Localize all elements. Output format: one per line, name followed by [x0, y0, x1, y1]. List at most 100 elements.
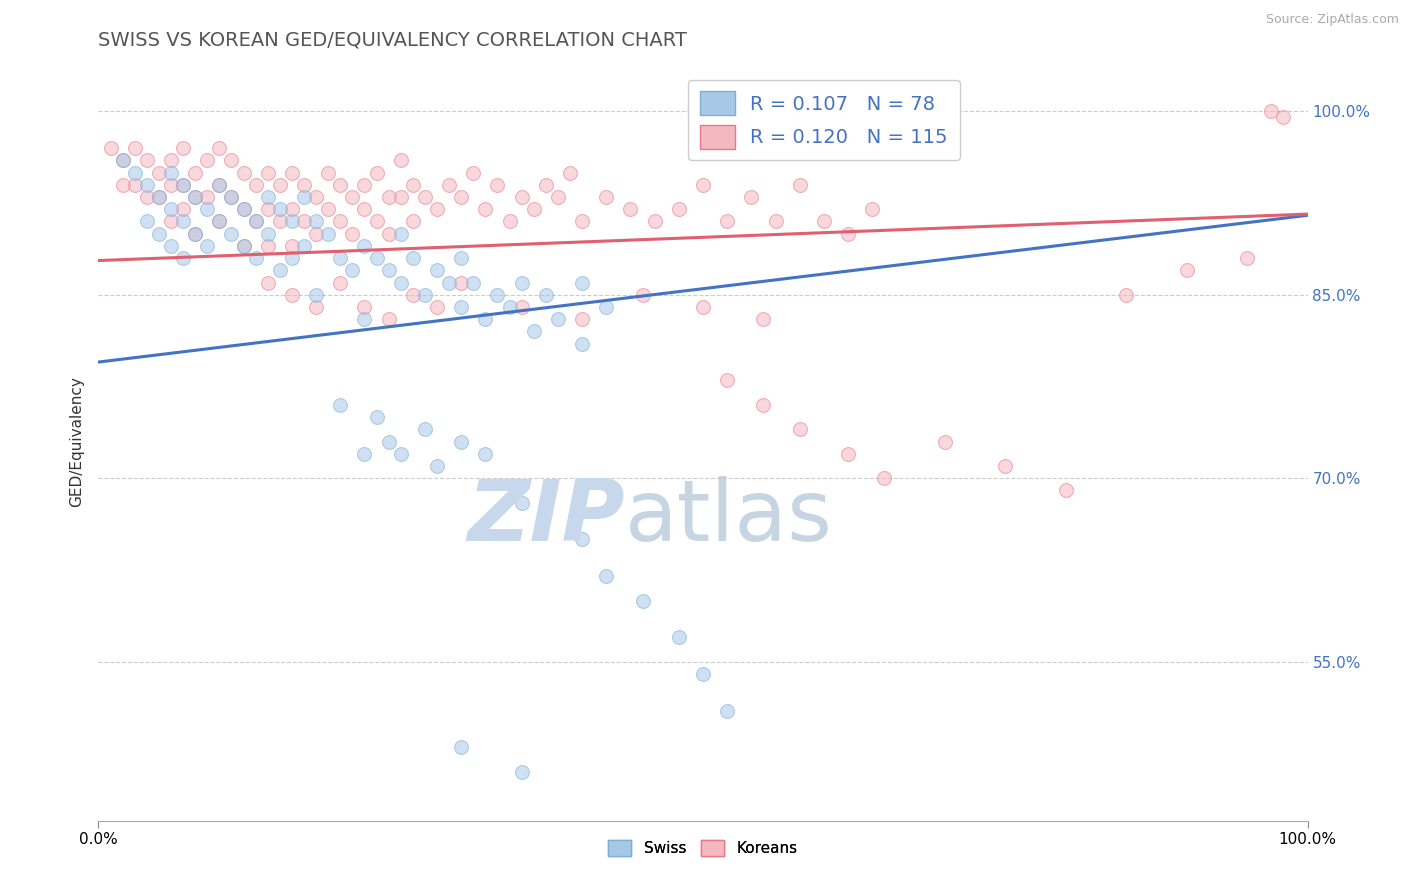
Point [1260, 104, 1282, 119]
Point [752, 398, 775, 412]
Point [510, 300, 533, 314]
Text: Source: ZipAtlas.com: Source: ZipAtlas.com [1265, 13, 1399, 27]
Point [184, 190, 207, 204]
Point [256, 190, 278, 204]
Point [571, 533, 593, 547]
Point [160, 165, 183, 179]
Point [292, 178, 315, 192]
Point [111, 178, 134, 192]
Point [1175, 263, 1198, 277]
Point [305, 287, 328, 301]
Point [160, 178, 183, 192]
Point [389, 190, 412, 204]
Point [510, 496, 533, 510]
Point [245, 251, 267, 265]
Point [292, 190, 315, 204]
Point [463, 165, 485, 179]
Point [353, 202, 375, 217]
Point [450, 300, 472, 314]
Point [221, 227, 243, 241]
Point [873, 471, 896, 485]
Point [221, 153, 243, 168]
Point [269, 178, 291, 192]
Point [692, 300, 714, 314]
Point [148, 227, 170, 241]
Point [160, 153, 183, 168]
Text: atlas: atlas [624, 475, 832, 559]
Point [256, 227, 278, 241]
Point [837, 227, 859, 241]
Point [172, 251, 194, 265]
Point [837, 447, 859, 461]
Point [100, 141, 122, 155]
Point [232, 165, 254, 179]
Point [269, 263, 291, 277]
Point [353, 447, 375, 461]
Point [595, 190, 617, 204]
Point [172, 202, 194, 217]
Point [135, 190, 157, 204]
Point [547, 312, 569, 326]
Point [765, 214, 787, 228]
Point [221, 190, 243, 204]
Point [208, 178, 231, 192]
Point [450, 740, 472, 755]
Point [281, 214, 304, 228]
Point [716, 214, 738, 228]
Point [232, 239, 254, 253]
Point [426, 263, 449, 277]
Point [668, 630, 690, 644]
Point [184, 227, 207, 241]
Point [256, 202, 278, 217]
Point [172, 178, 194, 192]
Point [692, 666, 714, 681]
Point [860, 202, 883, 217]
Point [353, 178, 375, 192]
Point [232, 202, 254, 217]
Point [402, 214, 425, 228]
Point [342, 227, 364, 241]
Point [269, 202, 291, 217]
Point [692, 178, 714, 192]
Point [437, 178, 460, 192]
Point [426, 300, 449, 314]
Point [547, 190, 569, 204]
Text: SWISS VS KOREAN GED/EQUIVALENCY CORRELATION CHART: SWISS VS KOREAN GED/EQUIVALENCY CORRELAT… [98, 30, 688, 50]
Point [377, 434, 399, 449]
Point [994, 458, 1017, 473]
Point [498, 214, 520, 228]
Point [245, 178, 267, 192]
Point [160, 214, 183, 228]
Point [463, 276, 485, 290]
Point [571, 276, 593, 290]
Point [111, 153, 134, 168]
Point [124, 165, 146, 179]
Point [389, 227, 412, 241]
Point [402, 178, 425, 192]
Point [1054, 483, 1077, 498]
Point [413, 422, 436, 436]
Point [148, 165, 170, 179]
Point [377, 190, 399, 204]
Point [160, 239, 183, 253]
Point [716, 704, 738, 718]
Point [329, 398, 352, 412]
Point [184, 227, 207, 241]
Point [389, 153, 412, 168]
Point [245, 214, 267, 228]
Point [292, 239, 315, 253]
Point [281, 202, 304, 217]
Point [256, 165, 278, 179]
Point [510, 276, 533, 290]
Point [740, 190, 762, 204]
Point [389, 276, 412, 290]
Point [195, 190, 218, 204]
Point [281, 287, 304, 301]
Point [1272, 111, 1295, 125]
Point [281, 251, 304, 265]
Point [413, 287, 436, 301]
Point [523, 325, 546, 339]
Point [208, 178, 231, 192]
Point [523, 202, 546, 217]
Point [195, 153, 218, 168]
